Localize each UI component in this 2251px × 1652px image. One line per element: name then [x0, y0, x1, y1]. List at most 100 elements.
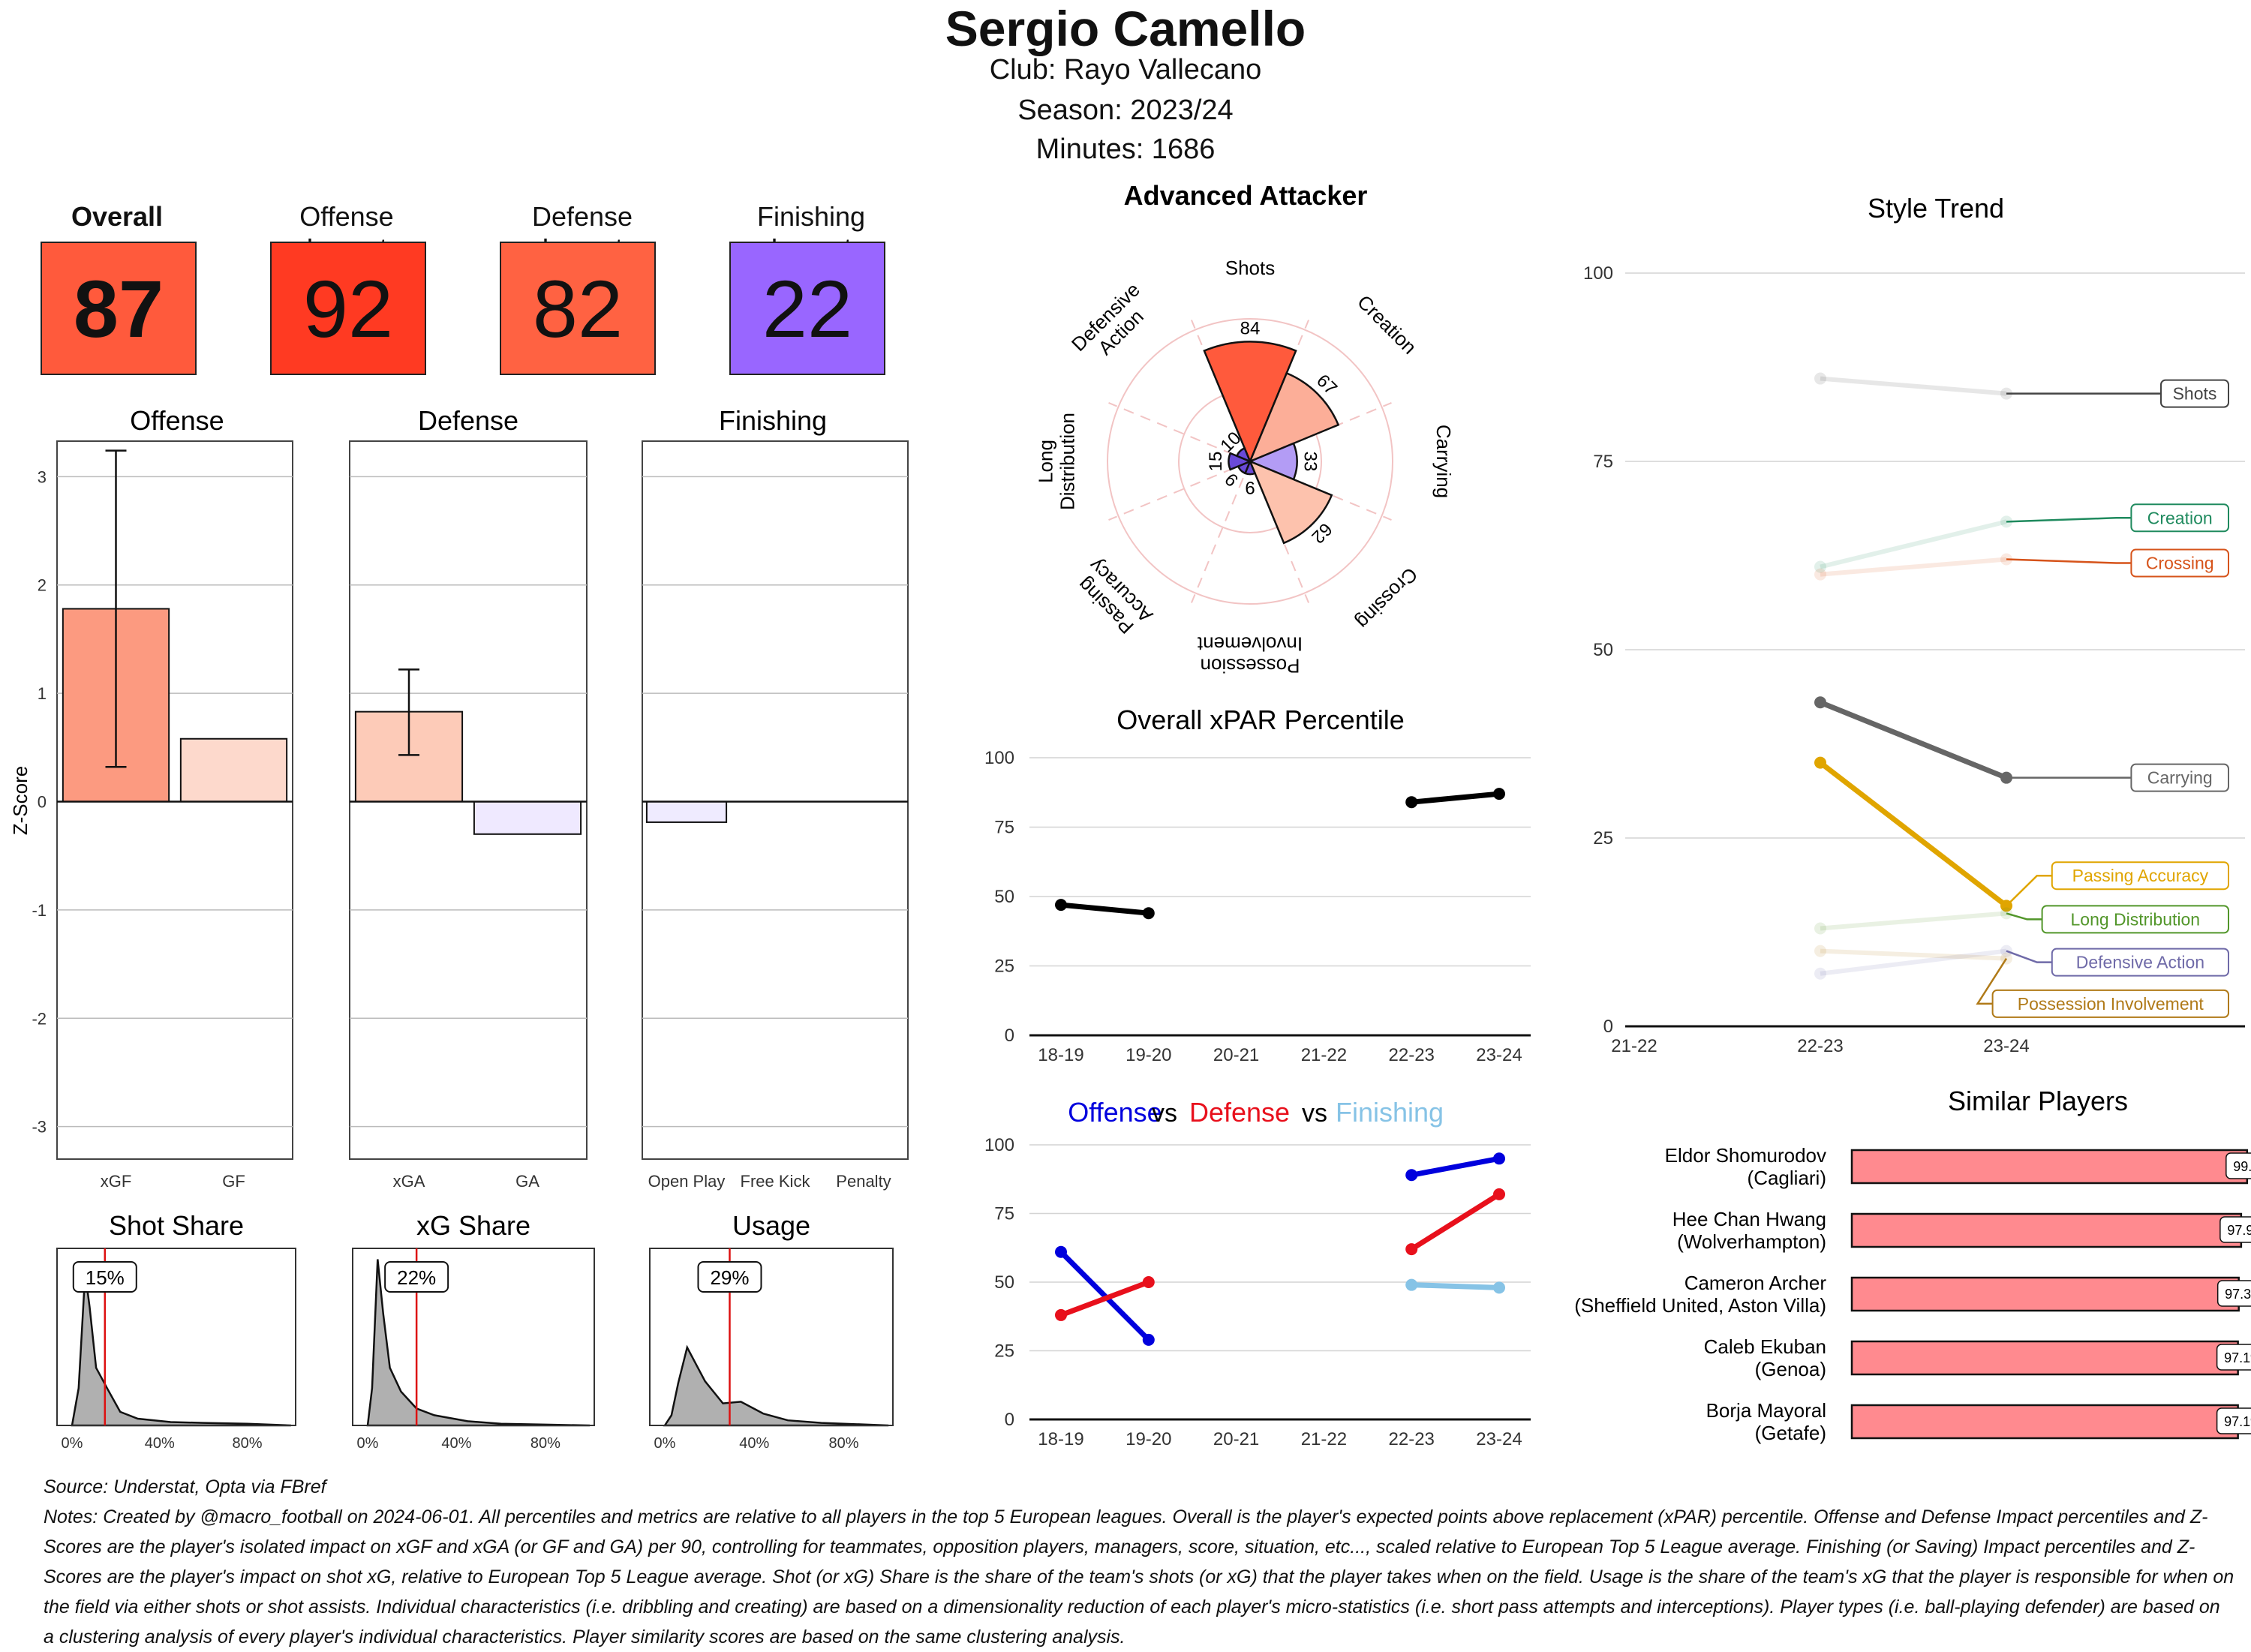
label-leader — [1976, 957, 2008, 1005]
xpar-chart: Overall xPAR Percentile 0 25 50 75 100 18-19 1… — [984, 704, 1531, 1065]
series-label: Creation — [2147, 508, 2213, 527]
zscore-axis-label: Z-Score — [9, 766, 32, 835]
similar-player-name: Cameron Archer — [1684, 1272, 1827, 1294]
distribution-frame — [352, 1248, 595, 1426]
similarity-label: 97.1% — [2224, 1414, 2251, 1429]
y-tick-label: -2 — [32, 1009, 47, 1028]
distribution-frame — [649, 1248, 894, 1426]
series-point — [1055, 1308, 1067, 1321]
y-tick-label: 0 — [1005, 1410, 1014, 1430]
similarity-label: 99.4% — [2233, 1159, 2251, 1174]
series-label: Defensive Action — [2076, 953, 2204, 972]
facet-frame — [642, 440, 909, 1160]
x-tick-label: 40% — [739, 1435, 769, 1452]
zscore-gridlines — [56, 440, 909, 1160]
y-tick-label: 50 — [994, 1272, 1014, 1293]
x-tick-label: 21-22 — [1611, 1036, 1657, 1056]
style-line-defensive-action — [1820, 948, 2007, 976]
y-tick-label: 75 — [994, 818, 1014, 838]
radar-spoke — [1191, 461, 1251, 603]
x-tick-label: 0% — [62, 1435, 83, 1452]
radar-ring — [1107, 318, 1393, 605]
style-point — [1814, 945, 1826, 957]
offense-impact-box: 92 — [270, 242, 426, 375]
source-note: Source: Understat, Opta via FBref — [44, 1476, 326, 1497]
legend-defense: Defense — [1189, 1097, 1290, 1128]
similar-player-club: (Wolverhampton) — [1677, 1230, 1826, 1253]
distribution-title: Usage — [732, 1210, 810, 1241]
radar-axis-label: Shots — [1225, 257, 1276, 279]
radar-value-label: 9 — [1245, 477, 1255, 497]
x-tick-label: 22-23 — [1389, 1429, 1435, 1449]
x-tick-label: 23-24 — [1476, 1045, 1522, 1065]
bar-open-play — [645, 800, 728, 823]
finishing-impact-box: 22 — [729, 242, 885, 375]
facet-title-offense: Offense — [130, 405, 224, 436]
legend-vs-2: vs — [1302, 1099, 1327, 1128]
similar-player-name: Eldor Shomurodov — [1665, 1144, 1826, 1167]
finishing-impact-score: 22 — [762, 263, 853, 354]
series-label-box — [2160, 379, 2229, 408]
similarity-bar — [1850, 1149, 2249, 1185]
value-label-box — [384, 1261, 449, 1293]
radar-wedge-long-distribution — [1228, 452, 1253, 471]
similar-player-club: (Getafe) — [1755, 1422, 1826, 1444]
series-label: Carrying — [2147, 768, 2213, 788]
x-tick-label: 21-22 — [1301, 1429, 1347, 1449]
style-point — [1814, 922, 1826, 935]
y-tick-label: -1 — [32, 901, 47, 920]
bar-ga — [473, 800, 582, 835]
series-label: Possession Involvement — [2018, 994, 2204, 1014]
style-trend-title: Style Trend — [1868, 193, 2004, 224]
radar-axis-label: PossessionInvolvement — [1197, 633, 1303, 675]
radar-wedge-shots — [1203, 341, 1297, 464]
series-point — [1405, 1243, 1418, 1256]
x-tick-label: xGF — [101, 1172, 132, 1191]
style-line-shots — [1820, 376, 2007, 396]
series-label-box — [2130, 763, 2230, 792]
series-point — [1493, 1281, 1505, 1294]
similar-player-club: (Sheffield United, Aston Villa) — [1574, 1294, 1826, 1317]
radar-wedge-crossing — [1248, 459, 1333, 545]
series-point — [1142, 1333, 1155, 1346]
zscore-bars — [57, 449, 908, 835]
x-tick-label: 22-23 — [1389, 1045, 1435, 1065]
x-tick-label: 22-23 — [1797, 1036, 1843, 1056]
radar-axis-label: Creation — [1353, 290, 1421, 359]
y-tick-label: 100 — [984, 1135, 1014, 1155]
x-tick-label: 0% — [357, 1435, 379, 1452]
x-tick-label: GF — [222, 1172, 245, 1191]
x-tick-label: 18-19 — [1038, 1045, 1083, 1065]
similar-player-name: Borja Mayoral — [1706, 1399, 1826, 1422]
y-tick-label: 25 — [994, 1341, 1014, 1362]
radar-chart: Advanced Attacker 84673362991510ShotsCre… — [1035, 180, 1456, 675]
series-label-box — [2041, 905, 2229, 934]
style-point — [1814, 372, 1826, 385]
x-tick-label: 18-19 — [1038, 1429, 1083, 1449]
y-tick-label: 100 — [984, 748, 1014, 768]
radar-value-label: 15 — [1206, 452, 1226, 472]
zscore-chart: Offense Defense Finishing Z-Score 3 2 1 0 -1… — [9, 405, 909, 1191]
series-label-box — [2130, 503, 2230, 533]
y-tick-label: 50 — [994, 887, 1014, 907]
facet-title-defense: Defense — [418, 405, 518, 436]
series-segment — [1411, 1155, 1500, 1178]
x-tick-label: 21-22 — [1301, 1045, 1347, 1065]
x-tick-label: 80% — [530, 1435, 560, 1452]
style-point — [1814, 967, 1826, 980]
radar-axis-label: Crossing — [1352, 563, 1423, 634]
distribution-title: Shot Share — [109, 1210, 244, 1241]
series-point — [1405, 1278, 1418, 1291]
x-tick-label: 80% — [233, 1435, 263, 1452]
similarity-label: 97.1% — [2224, 1350, 2251, 1365]
similar-players-chart: Similar Players Eldor Shomurodov(Cagliar… — [1574, 1086, 2251, 1444]
season-line: Season: 2023/24 — [1017, 95, 1234, 126]
facet-title-finishing: Finishing — [719, 405, 827, 436]
player-name: Sergio Camello — [945, 1, 1306, 56]
style-point — [1814, 560, 1826, 573]
radar-axis-label: PassingAccuracy — [1069, 554, 1157, 642]
footer: Source: Understat, Opta via FBref Notes:… — [44, 1472, 2234, 1652]
series-segment — [1060, 902, 1150, 916]
radar-axis-label: LongDistribution — [1035, 413, 1079, 510]
similarity-bar — [1850, 1404, 2239, 1440]
